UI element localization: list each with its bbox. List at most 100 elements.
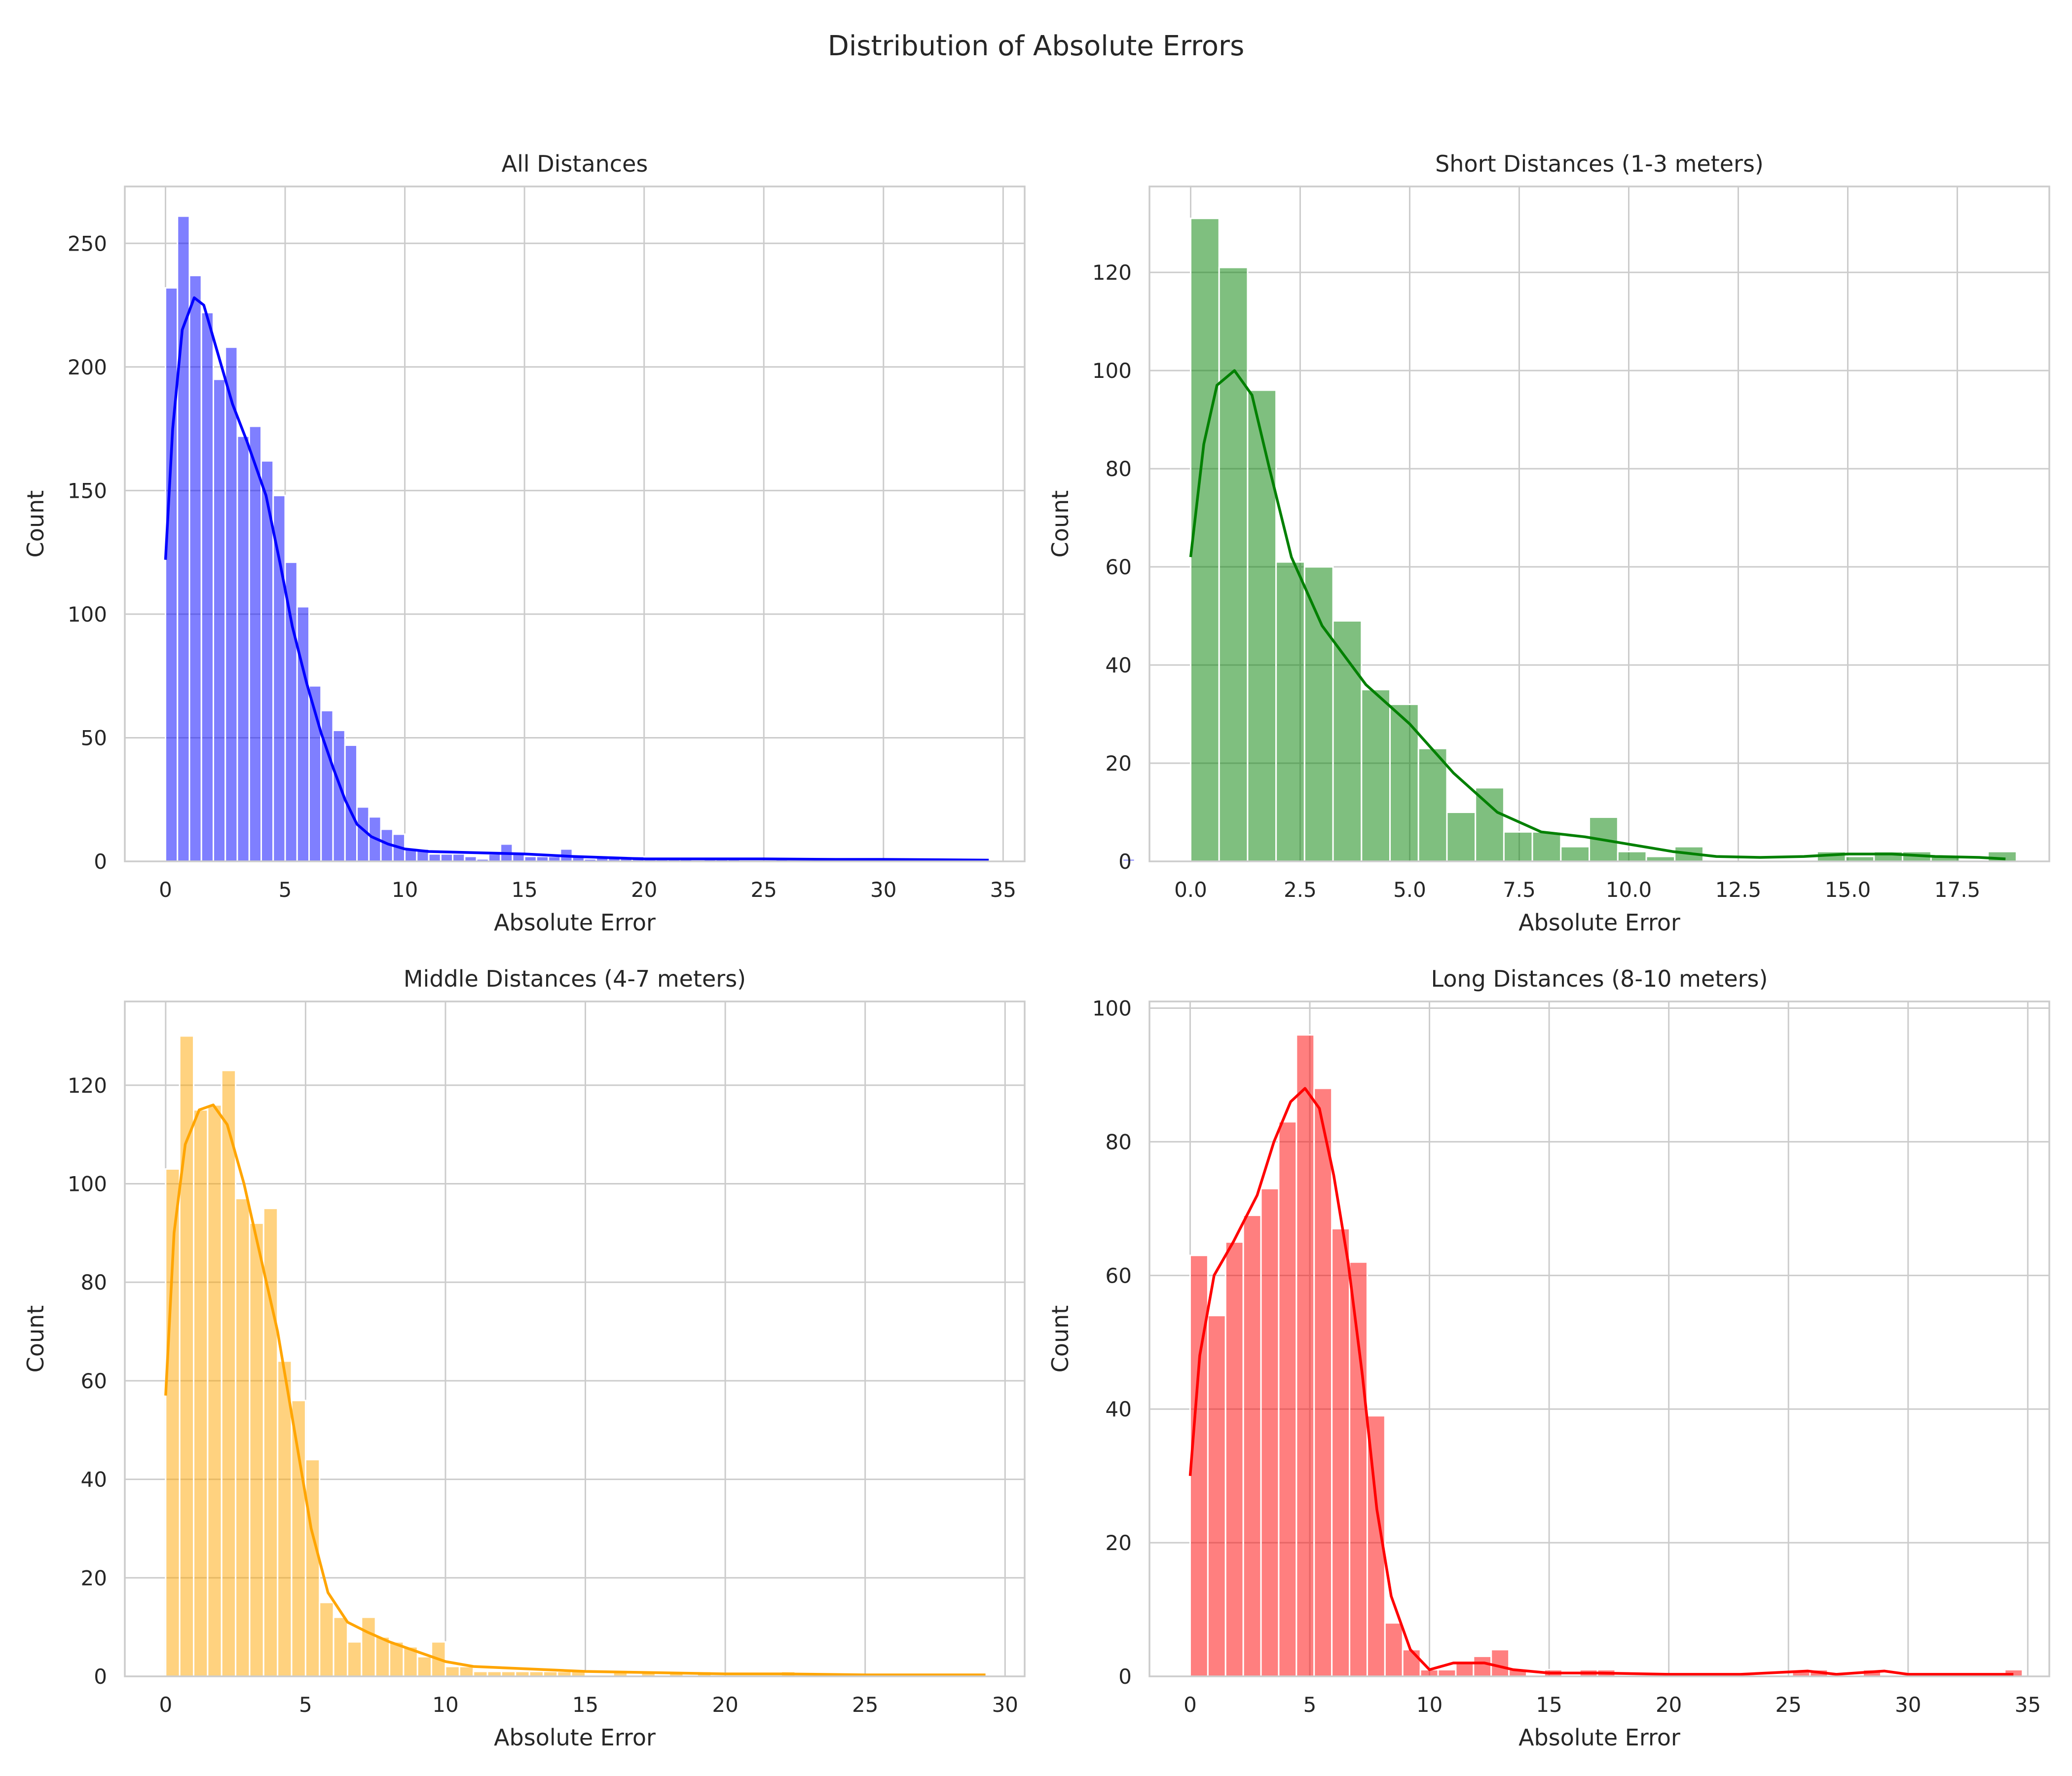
x-tick-label: 25 [751, 878, 777, 902]
x-tick-label: 0 [1184, 1693, 1197, 1717]
x-axis-label: Absolute Error [1518, 909, 1680, 936]
y-tick-label: 80 [1106, 1130, 1132, 1154]
histogram-bar [1313, 1087, 1333, 1677]
subplot-3: 0 5 10 15 20 25 30 0 20 40 60 80 100 120 Middle Distan… [22, 965, 1026, 1751]
histogram-bar [361, 1616, 376, 1677]
y-tick-label: 100 [68, 602, 107, 627]
histogram-bar [304, 1459, 321, 1677]
y-tick-label: 40 [1106, 653, 1132, 677]
y-tick-label: 60 [1106, 1263, 1132, 1288]
histogram-bars [164, 215, 1136, 862]
histogram-bar [487, 853, 502, 862]
histogram-bars [1189, 218, 2017, 862]
histogram-bar [416, 1656, 433, 1677]
subplot-title: Long Distances (8-10 meters) [1431, 965, 1768, 992]
y-tick-label: 100 [68, 1172, 107, 1196]
histogram-bar [333, 1616, 348, 1677]
x-tick-label: 5.0 [1393, 878, 1426, 902]
x-tick-label: 12.5 [1715, 878, 1762, 902]
x-tick-label: 17.5 [1934, 878, 1981, 902]
histogram-bar [260, 460, 274, 862]
y-tick-label: 40 [81, 1468, 107, 1492]
x-tick-label: 0 [159, 1693, 172, 1717]
histogram-bar [1295, 1034, 1315, 1677]
x-tick-label: 5 [279, 878, 292, 902]
histogram-bar [320, 709, 334, 862]
y-axis-label: Count [1047, 1305, 1073, 1373]
histogram-bar [319, 1601, 334, 1677]
y-tick-label: 20 [81, 1566, 107, 1590]
histogram-bar [1402, 1649, 1421, 1677]
x-tick-label: 15 [1536, 1693, 1562, 1717]
histogram-bar [1247, 389, 1277, 862]
y-tick-label: 0 [94, 1665, 107, 1689]
x-tick-label: 5 [1303, 1693, 1317, 1717]
histogram-bar [1332, 620, 1363, 862]
histogram-bar [440, 853, 454, 862]
histogram-bar [1122, 858, 1136, 862]
histogram-bar [193, 1109, 209, 1677]
histogram-bar [1331, 1228, 1351, 1677]
y-tick-label: 150 [68, 479, 107, 503]
histogram-bar [452, 853, 466, 862]
histogram-bar [1617, 851, 1647, 862]
histogram-bar [1207, 1315, 1226, 1677]
y-tick-label: 50 [81, 726, 107, 750]
histogram-bar [1218, 266, 1249, 862]
x-tick-label: 0.0 [1174, 878, 1207, 902]
histogram-bar [1260, 1187, 1280, 1677]
y-tick-label: 100 [1092, 997, 1132, 1021]
x-tick-label: 15 [511, 878, 537, 902]
kde-line [1188, 1087, 2014, 1676]
kde-line [164, 296, 989, 862]
x-tick-label: 10 [432, 1693, 458, 1717]
histogram-bar [1473, 1655, 1492, 1677]
histogram-bar [444, 1665, 460, 1677]
histogram-bar [374, 1636, 391, 1677]
histogram-bar [284, 561, 298, 862]
y-tick-label: 100 [1092, 359, 1132, 383]
x-tick-label: 15 [572, 1693, 598, 1717]
histogram-bar [428, 853, 442, 862]
histogram-bar [1490, 1649, 1510, 1677]
axes-frame [124, 185, 1026, 862]
x-tick-label: 20 [631, 878, 657, 902]
histogram-bar [212, 378, 226, 862]
x-tick-label: 5 [299, 1693, 312, 1717]
histogram-bar [346, 1641, 363, 1677]
y-tick-label: 120 [68, 1073, 107, 1098]
y-tick-label: 40 [1106, 1397, 1132, 1421]
histogram-bar [1189, 218, 1220, 862]
subplot-title: Short Distances (1-3 meters) [1435, 150, 1764, 177]
subplot-2: 0.0 2.5 5.0 7.5 10.0 12.5 15.0 17.5 0 20 40 60 80 100… [1047, 150, 2050, 936]
x-tick-label: 15.0 [1825, 878, 1871, 902]
histogram-bar [262, 1207, 279, 1677]
y-tick-label: 60 [1106, 555, 1132, 579]
histogram-bar [1446, 812, 1477, 862]
x-tick-label: 10 [392, 878, 418, 902]
histogram-bar [236, 435, 250, 862]
subplot-title: All Distances [502, 150, 648, 177]
histogram-bar [249, 1222, 264, 1677]
histogram-bar [1278, 1121, 1297, 1677]
histogram-bar [1303, 566, 1334, 862]
axes-frame [1148, 1000, 2050, 1677]
kde-line [164, 1103, 986, 1676]
y-axis-label: Count [1047, 490, 1073, 558]
histogram-bar [1560, 846, 1591, 862]
y-tick-label: 0 [1118, 850, 1132, 874]
y-tick-label: 0 [94, 850, 107, 874]
y-axis-label: Count [22, 1305, 49, 1373]
x-tick-label: 20 [1656, 1693, 1682, 1717]
histogram-bar [291, 1400, 306, 1677]
histogram-bar [1242, 1214, 1262, 1677]
histogram-bar [164, 287, 179, 862]
histogram-bar [1361, 689, 1391, 862]
histogram-bar [248, 425, 262, 862]
histogram-bar [1275, 561, 1305, 862]
histogram-bar [458, 1665, 475, 1677]
histogram-bar [296, 606, 310, 862]
